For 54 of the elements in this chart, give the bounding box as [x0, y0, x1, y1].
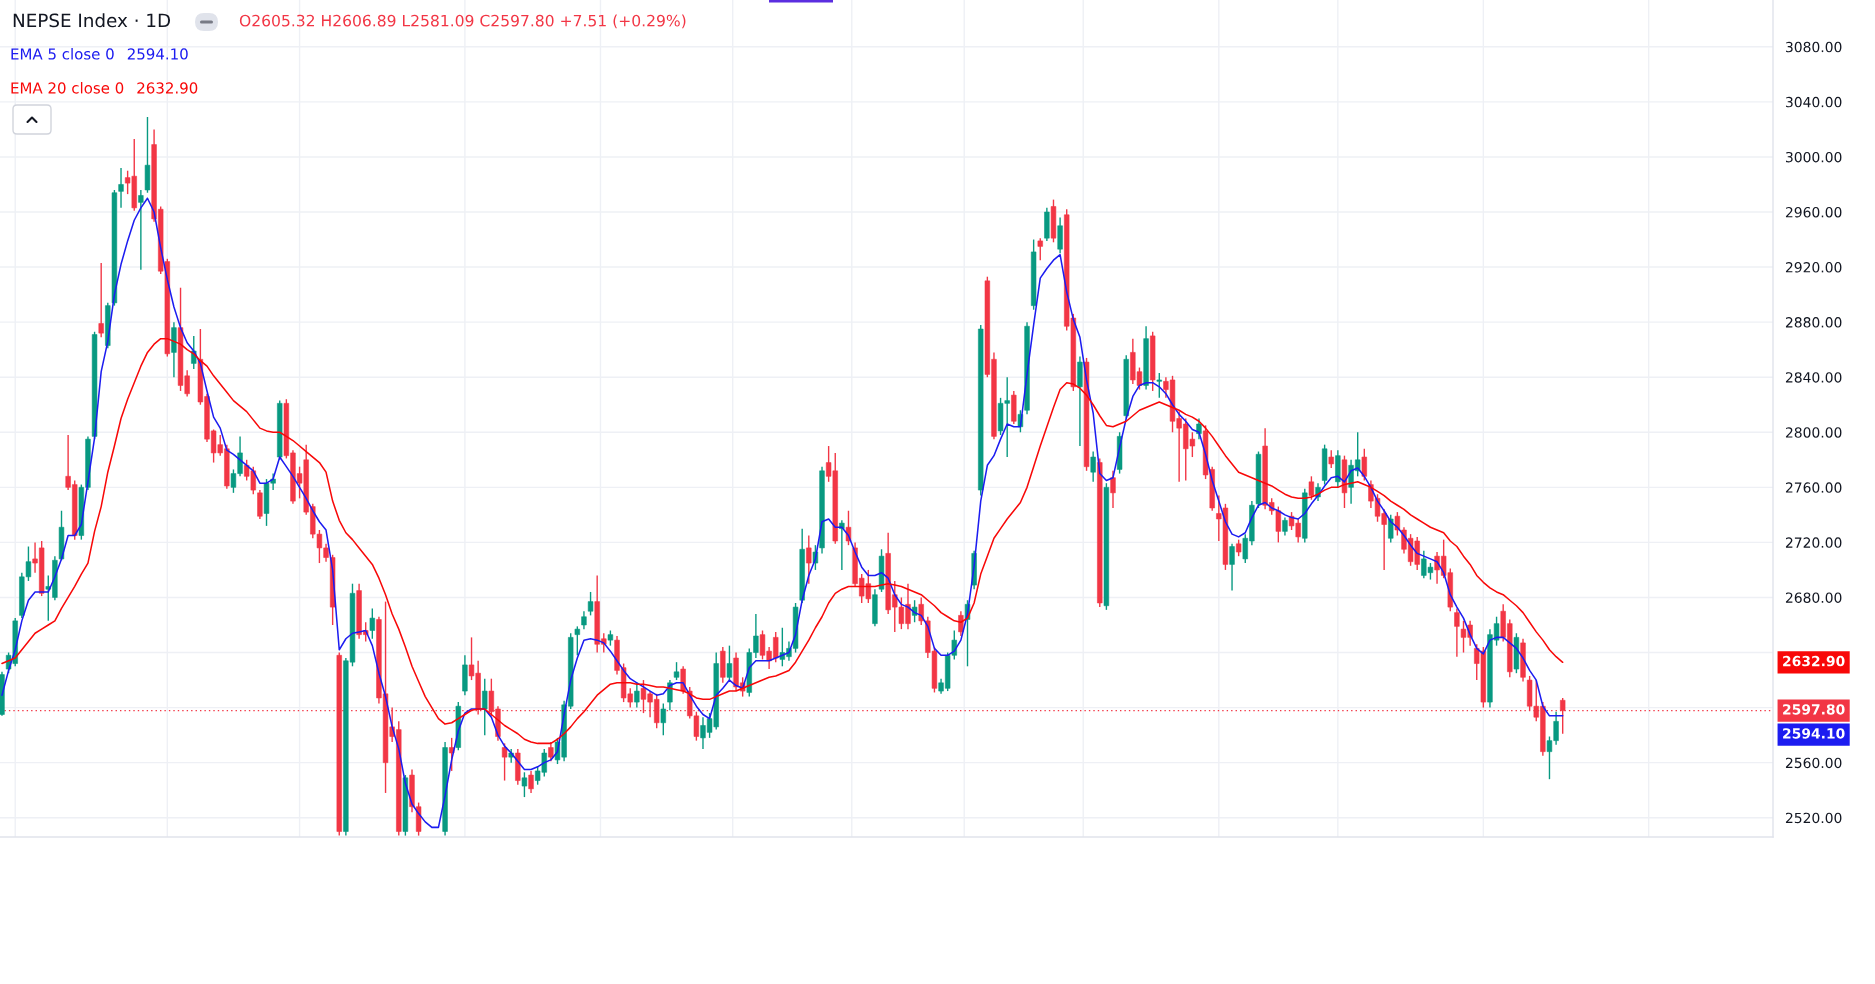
y-tick-label: 2680.00	[1785, 592, 1842, 603]
candlestick	[548, 741, 554, 762]
candlestick	[1037, 237, 1043, 261]
candlestick	[726, 644, 733, 681]
candlestick	[587, 591, 594, 617]
y-tick-label: 3040.00	[1786, 96, 1842, 108]
y-tick-label: 2920.00	[1785, 262, 1842, 273]
candlestick	[574, 625, 580, 656]
candlestick	[482, 677, 488, 736]
candlestick	[1110, 470, 1116, 509]
candlestick	[501, 742, 508, 782]
y-tick-label: 2520.00	[1785, 812, 1842, 824]
y-tick-label: 2960.00	[1785, 206, 1842, 218]
candlestick	[1560, 697, 1566, 735]
y-tick-label: 3080.00	[1786, 41, 1842, 53]
candlestick	[1388, 514, 1394, 544]
candlestick	[1454, 607, 1460, 658]
y-tick-label: 2800.00	[1785, 427, 1842, 438]
candlestick	[1196, 417, 1202, 440]
candlestick	[118, 167, 124, 209]
candlestick	[839, 519, 845, 571]
candlestick	[98, 262, 104, 338]
text: 2632.90	[1783, 655, 1845, 667]
candlestick	[634, 682, 640, 709]
candlestick	[257, 489, 263, 520]
y-tick-label: 3000.00	[1786, 151, 1842, 163]
text: EMA 5 close 0	[11, 48, 114, 60]
candlestick	[958, 610, 964, 637]
candlestick	[1229, 543, 1235, 592]
text: 2597.80	[1783, 704, 1845, 715]
text: EMA 20 close 0	[11, 82, 124, 94]
y-tick-label: 2840.00	[1785, 372, 1842, 383]
text: O2605.32 H2606.89 L2581.09 C2597.80 +7.51 (+0.29%)	[239, 14, 686, 29]
candlestick	[660, 702, 666, 736]
candlestick	[138, 189, 144, 271]
candlestick	[369, 607, 375, 640]
candlestick	[1057, 216, 1063, 254]
y-tick-label: 2560.00	[1785, 757, 1842, 769]
candlestick	[1308, 475, 1315, 501]
candlestick	[521, 771, 528, 798]
text: 2594.10	[1783, 728, 1845, 739]
y-tick-label: 2880.00	[1785, 317, 1842, 328]
candlestick	[806, 534, 812, 585]
candlestick	[918, 596, 924, 626]
annotation: 2594.10	[127, 48, 188, 60]
candlestick	[528, 770, 534, 794]
annotation: 2632.90	[137, 82, 198, 94]
line-series	[1, 197, 1564, 829]
y-tick-label: 2760.00	[1785, 482, 1842, 493]
candlestick	[1156, 372, 1162, 399]
text: NEPSE Index · 1D	[13, 13, 171, 28]
candlestick	[1090, 450, 1096, 483]
candlestick	[1361, 448, 1367, 482]
y-tick-label: 2720.00	[1785, 537, 1842, 548]
